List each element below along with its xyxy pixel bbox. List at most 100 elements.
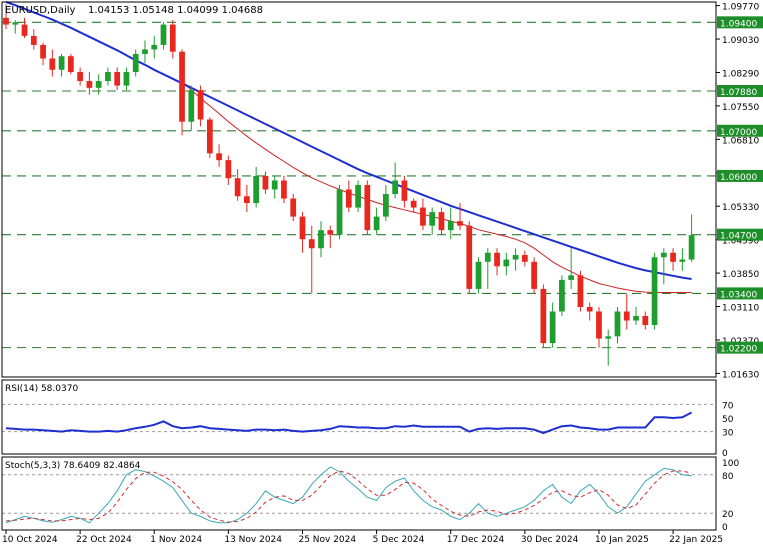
candle xyxy=(299,212,306,253)
time-axis: 10 Oct 2024 22 Oct 2024 1 Nov 2024 13 Nov 2… xyxy=(2,530,723,545)
level-label: 1.07880 xyxy=(720,88,757,98)
candle-body xyxy=(271,180,278,190)
candle xyxy=(188,85,195,131)
candle xyxy=(614,306,621,344)
candle xyxy=(596,306,602,348)
candle xyxy=(179,49,185,136)
candle xyxy=(262,171,269,195)
candle xyxy=(484,248,491,289)
candle-body xyxy=(345,189,352,208)
candle xyxy=(457,203,463,231)
candle-body xyxy=(429,212,436,226)
rsi-level-label: 30 xyxy=(722,429,734,439)
price-tick-label: 1.05330 xyxy=(722,203,759,213)
price-tick-label: 1.09030 xyxy=(722,36,759,46)
slow-moving-average-line xyxy=(5,1,692,280)
candle xyxy=(605,329,612,366)
time-tick-label: 22 Oct 2024 xyxy=(76,535,132,545)
candle-body xyxy=(132,53,139,73)
candle xyxy=(151,35,158,59)
candle xyxy=(206,117,213,158)
level-label: 1.02200 xyxy=(720,345,757,355)
candle-body xyxy=(531,261,537,289)
candle-body xyxy=(484,252,491,262)
stochastic-level-label: 100 xyxy=(722,459,739,469)
time-tick-label: 22 Jan 2025 xyxy=(669,535,723,545)
candle-body xyxy=(633,316,639,321)
stochastic-title: Stoch(5,3,3) 78.6409 82.4864 xyxy=(5,461,141,471)
level-label-box xyxy=(717,228,763,241)
candle-body xyxy=(169,24,176,52)
candle xyxy=(40,42,46,66)
candle xyxy=(392,162,399,199)
level-label-box xyxy=(717,85,763,98)
stochastic-main-line xyxy=(5,466,692,524)
candle-body xyxy=(318,230,324,249)
candle xyxy=(512,248,519,271)
fast-moving-average-line xyxy=(181,80,692,293)
candle xyxy=(670,248,676,271)
level-label-box xyxy=(717,124,763,137)
candle-body xyxy=(586,306,593,312)
stochastic-level-label: 80 xyxy=(722,472,734,482)
price-tick-label: 1.01630 xyxy=(722,370,759,380)
price-tick-label: 1.09770 xyxy=(722,3,759,13)
candle xyxy=(521,250,528,267)
candle-body xyxy=(503,259,510,267)
rsi-line xyxy=(5,411,693,435)
candle xyxy=(660,248,667,285)
candle-body xyxy=(21,24,28,36)
candle xyxy=(373,207,380,235)
price-panel: 1.09770 1.09030 1.08290 1.07550 1.06810 1.060… xyxy=(2,1,763,380)
candle-body xyxy=(281,180,287,199)
candle-body xyxy=(3,17,9,25)
candle xyxy=(95,74,102,95)
candle xyxy=(364,180,371,235)
candle-body xyxy=(86,81,93,88)
candle-body xyxy=(438,212,445,231)
price-tick-label: 1.06810 xyxy=(722,136,759,146)
candle xyxy=(318,221,324,258)
candle-body xyxy=(216,153,222,161)
candle-body xyxy=(614,311,621,337)
candle-body xyxy=(392,180,399,195)
candle-body xyxy=(512,255,519,260)
candle xyxy=(160,22,167,50)
candle-body xyxy=(262,175,269,190)
time-tick-label: 1 Nov 2024 xyxy=(150,535,202,545)
candle xyxy=(355,180,361,213)
level-label: 1.03400 xyxy=(720,290,757,300)
level-label: 1.09400 xyxy=(720,19,757,29)
candle xyxy=(568,248,575,289)
candle xyxy=(688,214,695,262)
candle xyxy=(586,302,593,321)
panel-frame xyxy=(1,1,717,378)
candle xyxy=(429,207,436,235)
candle-body xyxy=(336,189,343,235)
candle-body xyxy=(12,22,19,25)
price-tick-label: 1.04590 xyxy=(722,237,759,247)
candle xyxy=(308,225,315,294)
candle-body xyxy=(642,316,649,326)
candle-body xyxy=(114,72,121,86)
time-tick-label: 5 Dec 2024 xyxy=(373,535,425,545)
candle-body xyxy=(494,252,500,267)
candle xyxy=(67,53,74,75)
candle-body xyxy=(457,221,463,226)
candle xyxy=(142,40,148,63)
candle xyxy=(123,67,130,91)
candle-body xyxy=(123,72,130,86)
candle-body xyxy=(355,184,361,208)
candle-body xyxy=(401,180,408,201)
candle-body xyxy=(670,252,676,262)
candle-body xyxy=(466,225,473,289)
candle xyxy=(475,257,482,294)
candle-body xyxy=(253,175,260,204)
level-label-box xyxy=(717,16,763,29)
candle xyxy=(466,221,473,294)
candle-body xyxy=(688,235,695,260)
candle xyxy=(382,184,389,222)
